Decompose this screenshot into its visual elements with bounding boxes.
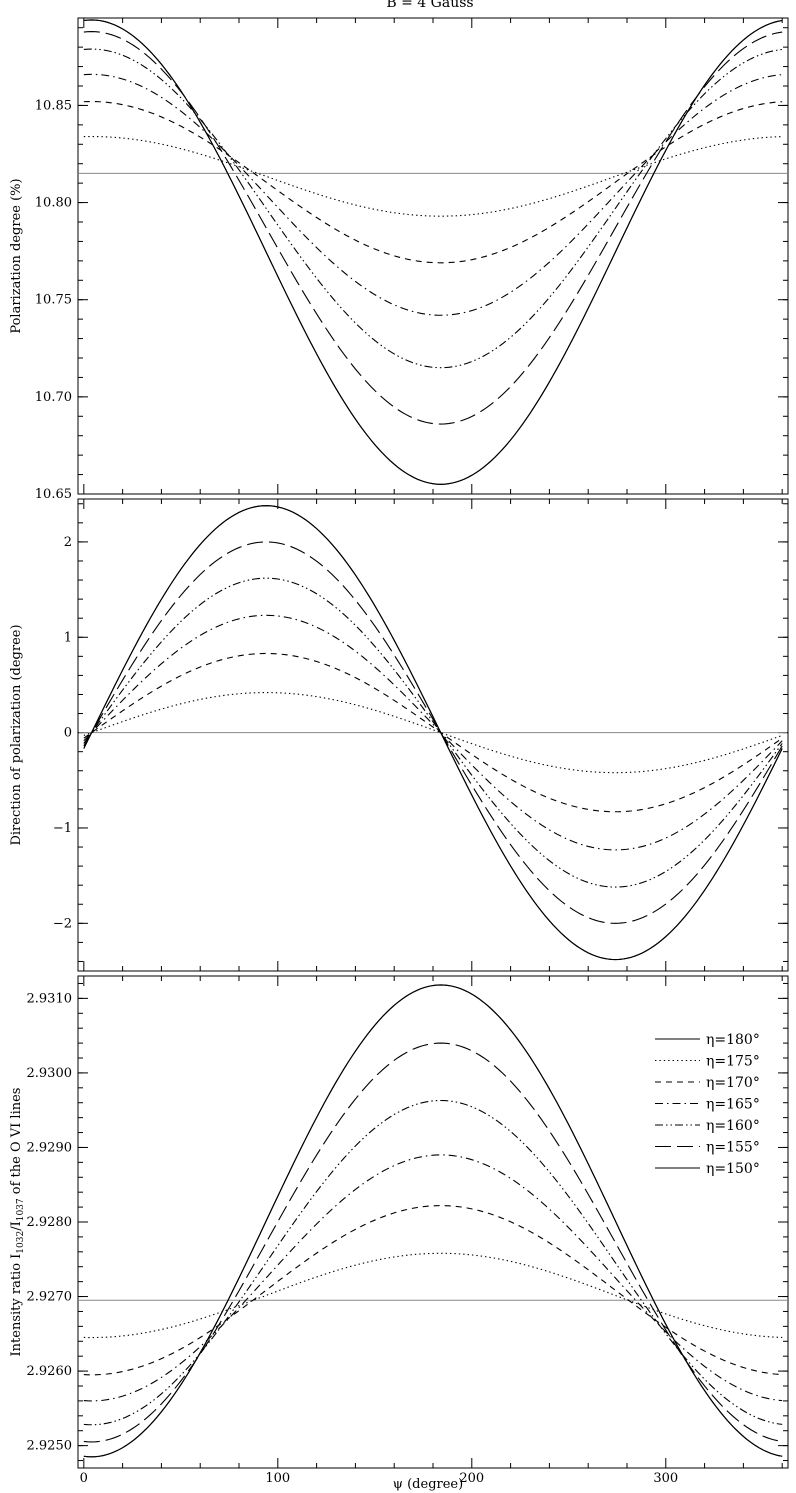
series-line-4	[83, 614, 783, 851]
series-line-4	[83, 1154, 783, 1402]
series-line-6	[83, 541, 783, 924]
y-tick-label: −2	[53, 916, 72, 931]
series-line-3	[83, 100, 783, 264]
series-line-1	[83, 984, 783, 1458]
x-tick-label: 0	[80, 1471, 88, 1486]
series-line-4	[83, 73, 783, 316]
y-tick-label: 2.9290	[27, 1140, 73, 1155]
y-tick-label: 2.9260	[27, 1364, 73, 1379]
legend-entry: η=180°	[706, 1032, 760, 1048]
y-axis-label: Intensity ratio I1032/I1037 of the O VI …	[9, 1088, 26, 1357]
x-tick-label: 200	[459, 1471, 484, 1486]
y-tick-label: 2	[64, 535, 72, 550]
x-tick-label: 100	[265, 1471, 290, 1486]
series-line-6	[83, 1042, 783, 1443]
series-line-5	[83, 577, 783, 888]
panel-1: 10.70 10.75 10.80 10.85 10.65 Polarization de…	[9, 17, 789, 502]
x-axis-label: ψ (degree)	[393, 1477, 463, 1492]
plot-frame	[77, 17, 789, 495]
figure-title: B = 4 Gauss	[386, 0, 473, 11]
y-tick-label: −1	[53, 821, 72, 836]
legend-entry: η=165°	[706, 1097, 760, 1113]
series-line-7	[83, 505, 783, 961]
x-tick-label: 300	[653, 1471, 678, 1486]
series-line-1	[83, 19, 783, 485]
plot-frame	[77, 498, 789, 972]
y-tick-label: 2.9270	[27, 1290, 73, 1305]
plots: 10.70 10.75 10.80 10.85 10.65 Polarization de…	[9, 17, 789, 1486]
series-line-5	[83, 48, 783, 369]
y-tick-label: 10.75	[35, 293, 72, 308]
y-tick-label: 2.9280	[27, 1215, 73, 1230]
legend-entry: η=175°	[706, 1054, 760, 1070]
y-tick-label: 2.9310	[27, 991, 73, 1006]
y-axis-label: Direction of polarization (degree)	[9, 624, 24, 845]
legend-entry: η=170°	[706, 1075, 760, 1091]
legend-entry: η=160°	[706, 1118, 760, 1134]
y-axis-label: Polarization degree (%)	[9, 178, 24, 333]
y-tick-label: 1	[64, 630, 72, 645]
y-tick-label: 10.70	[35, 390, 72, 405]
series-line-3	[83, 1205, 783, 1376]
series-line-3	[83, 652, 783, 813]
y-tick-label: 10.65	[35, 487, 72, 502]
y-tick-label: 10.85	[35, 98, 72, 113]
series-line-7	[83, 19, 783, 485]
y-tick-label: 2.9250	[27, 1439, 73, 1454]
panel-2: −2 −1 0 1 2 Direction of polarization (degree…	[9, 498, 789, 972]
panel-3: 0 100 200 300 2.9250 2.9260 2.9270 2.9280 2.9290…	[9, 975, 789, 1486]
plot-frame	[77, 975, 789, 1469]
series-line-2	[83, 135, 783, 217]
series-line-7	[83, 984, 783, 1458]
series-line-6	[83, 31, 783, 425]
y-tick-label: 2.9300	[27, 1066, 73, 1081]
legend-entry: η=155°	[706, 1140, 760, 1156]
legend-entry: η=150°	[706, 1161, 760, 1177]
series-line-2	[83, 692, 783, 774]
y-tick-label: 10.80	[35, 196, 72, 211]
series-line-5	[83, 1099, 783, 1426]
series-line-2	[83, 1252, 783, 1339]
y-tick-label: 0	[64, 726, 72, 741]
